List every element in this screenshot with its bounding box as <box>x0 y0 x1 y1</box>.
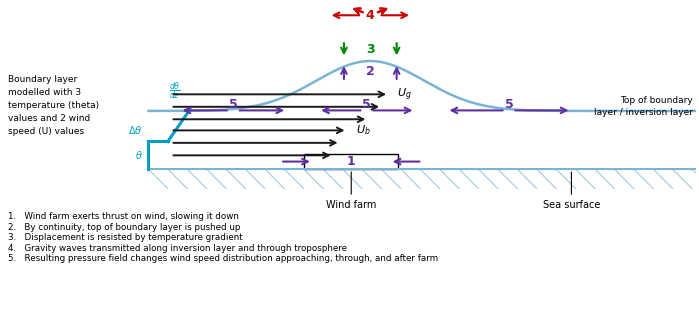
Text: 2.   By continuity, top of boundary layer is pushed up: 2. By continuity, top of boundary layer … <box>8 223 240 232</box>
Text: 1.   Wind farm exerts thrust on wind, slowing it down: 1. Wind farm exerts thrust on wind, slow… <box>8 212 239 221</box>
Text: 5: 5 <box>505 98 513 111</box>
Text: 3: 3 <box>366 43 375 56</box>
Text: 1: 1 <box>347 155 356 168</box>
Text: Top of boundary
layer / inversion layer: Top of boundary layer / inversion layer <box>593 96 693 117</box>
Text: Wind farm: Wind farm <box>326 172 377 210</box>
Text: 5: 5 <box>229 98 238 111</box>
Text: $\frac{d\theta}{dz}$: $\frac{d\theta}{dz}$ <box>169 81 181 102</box>
Bar <box>305 154 398 169</box>
Text: $U_g$: $U_g$ <box>397 86 412 102</box>
Text: Sea surface: Sea surface <box>542 172 600 210</box>
Text: 2: 2 <box>366 65 375 78</box>
Text: 4: 4 <box>366 9 375 22</box>
Text: 3.   Displacement is resisted by temperature gradient: 3. Displacement is resisted by temperatu… <box>8 233 243 242</box>
Text: Boundary layer
modelled with 3
temperature (theta)
values and 2 wind
speed (U) v: Boundary layer modelled with 3 temperatu… <box>8 75 99 136</box>
Text: 5.   Resulting pressure field changes wind speed distribution approaching, throu: 5. Resulting pressure field changes wind… <box>8 254 438 263</box>
Text: $\Delta\theta$: $\Delta\theta$ <box>129 124 143 136</box>
Text: $U_b$: $U_b$ <box>356 123 370 137</box>
Text: $\theta$: $\theta$ <box>135 149 143 161</box>
Text: 5: 5 <box>363 98 371 111</box>
Text: 4.   Gravity waves transmitted along inversion layer and through troposphere: 4. Gravity waves transmitted along inver… <box>8 244 347 253</box>
